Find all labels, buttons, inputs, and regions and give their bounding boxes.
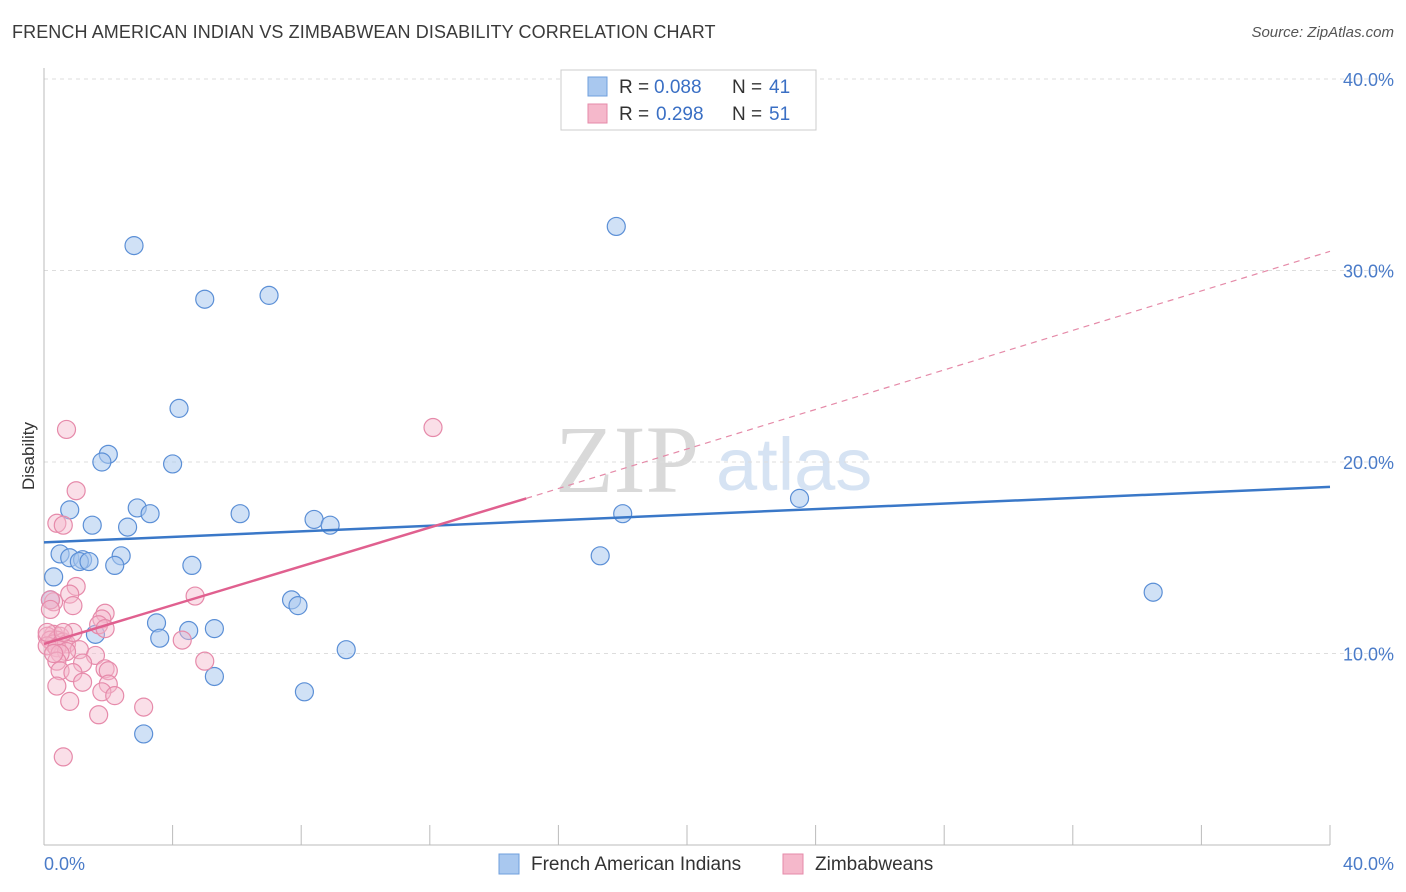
watermark: ZIP atlas [555,406,872,513]
legend-n-label-pink: N = [732,104,762,125]
point-french-american-indians [79,551,99,572]
point-french-american-indians [140,504,160,524]
point-zimbabweans [134,697,154,717]
point-french-american-indians [92,452,112,472]
point-zimbabweans [40,599,61,620]
point-french-american-indians [613,504,633,524]
series-zimbabweans [37,417,443,767]
point-french-american-indians [1143,582,1163,602]
y-tick-label: 10.0% [1343,645,1394,665]
legend-n-label-blue: N = [732,77,762,98]
point-zimbabweans [66,481,86,501]
point-zimbabweans [53,515,73,535]
point-french-american-indians [117,517,138,537]
point-french-american-indians [606,216,626,237]
trend-line-french-american-indians [43,485,1331,544]
point-french-american-indians [182,555,202,576]
point-french-american-indians [204,619,224,639]
point-french-american-indians [336,640,356,660]
legend-swatch-blue [587,76,608,97]
point-french-american-indians [105,555,125,576]
point-french-american-indians [134,724,154,744]
y-tick-labels: 10.0% 20.0% 30.0% 40.0% [1343,70,1394,665]
point-zimbabweans [98,661,118,681]
trend-line-zimbabweans [43,497,527,646]
point-zimbabweans [53,747,73,767]
x-ticks [43,825,1331,845]
legend-n-value-pink: 51 [769,104,790,125]
point-french-american-indians [230,504,250,524]
point-zimbabweans [66,576,86,597]
point-french-american-indians [789,488,810,508]
series-legend-swatch-blue [498,853,520,875]
point-french-american-indians [124,236,144,256]
point-zimbabweans [95,603,115,623]
source-label: Source: ZipAtlas.com [1251,24,1394,41]
trend-lines [43,250,1331,646]
point-zimbabweans [47,676,67,696]
point-zimbabweans [60,584,80,604]
point-french-american-indians [590,546,610,566]
y-tick-label: 30.0% [1343,262,1394,282]
point-zimbabweans [195,651,215,671]
point-zimbabweans [89,705,109,725]
y-tick-label: 40.0% [1343,70,1394,90]
x-tick-label-max: 40.0% [1343,854,1394,874]
point-zimbabweans [92,682,112,702]
legend-r-value-blue: 0.088 [654,77,702,98]
series-legend-swatch-pink [782,853,804,875]
point-zimbabweans [105,686,125,706]
point-french-american-indians [169,398,189,418]
point-french-american-indians [288,596,308,616]
point-zimbabweans [172,630,192,650]
point-zimbabweans [60,691,80,711]
series-legend: French American Indians Zimbabweans [498,853,933,875]
point-french-american-indians [150,628,170,648]
chart-title: FRENCH AMERICAN INDIAN VS ZIMBABWEAN DIS… [12,22,716,42]
point-french-american-indians [195,289,215,309]
legend-r-value-pink: 0.298 [656,104,704,125]
watermark-zip: ZIP [555,406,699,513]
point-french-american-indians [179,620,199,641]
point-zimbabweans [37,622,57,643]
point-zimbabweans [98,674,118,694]
point-french-american-indians [204,666,224,687]
legend-swatch-pink [587,103,608,124]
trend-line-zimbabweans-extension [526,250,1331,499]
point-french-american-indians [304,509,324,530]
series-french-american-indians [40,216,1163,744]
legend-n-value-blue: 41 [769,77,790,98]
point-zimbabweans [95,659,115,679]
series-legend-label-pink: Zimbabweans [815,854,933,875]
point-zimbabweans [72,672,93,692]
point-french-american-indians [163,454,183,474]
legend-r-label-blue: R = [619,77,649,98]
point-french-american-indians [82,515,102,535]
point-zimbabweans [423,417,443,438]
point-zimbabweans [63,596,83,616]
point-french-american-indians [44,567,64,587]
point-zimbabweans [56,419,77,440]
x-tick-label-min: 0.0% [44,854,85,874]
series-legend-label-blue: French American Indians [531,854,741,875]
y-axis-label: Disability [19,421,38,490]
point-french-american-indians [294,682,315,702]
point-french-american-indians [259,285,279,305]
point-zimbabweans [44,643,64,664]
correlation-legend: R = 0.088 N = 41 R = 0.298 N = 51 [560,69,817,131]
gridlines [44,78,1394,654]
y-tick-label: 20.0% [1343,453,1394,473]
legend-r-label-pink: R = [619,104,649,125]
